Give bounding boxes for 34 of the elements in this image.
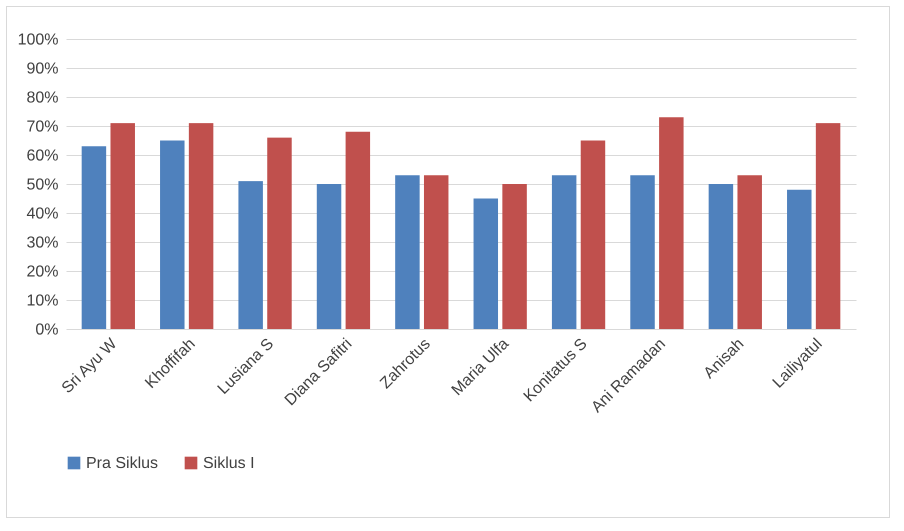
- bar: [346, 132, 370, 329]
- legend-label: Siklus I: [203, 455, 255, 472]
- bar: [82, 146, 106, 329]
- bar: [160, 140, 185, 329]
- y-tick-label: 50%: [26, 176, 58, 194]
- y-tick-label: 20%: [26, 264, 58, 280]
- y-tick-label: 80%: [26, 90, 58, 106]
- bar: [787, 190, 812, 329]
- bar: [816, 123, 840, 329]
- bar: [267, 138, 292, 329]
- bar: [708, 184, 734, 329]
- bar: [552, 175, 576, 329]
- y-tick-label: 90%: [26, 60, 58, 78]
- y-tick-label: 30%: [26, 234, 58, 252]
- bar: [238, 181, 263, 329]
- bar: [580, 140, 606, 329]
- bar: [474, 198, 498, 329]
- bar: [737, 175, 762, 329]
- bar: [502, 184, 527, 329]
- y-tick-label: 100%: [18, 32, 58, 48]
- y-tick-label: 70%: [26, 118, 58, 136]
- bar: [395, 175, 420, 329]
- bar: [424, 175, 448, 329]
- y-tick-label: 10%: [26, 292, 58, 310]
- bar: [316, 184, 342, 329]
- bar: [659, 117, 684, 329]
- y-tick-label: 0%: [35, 322, 58, 338]
- x-tick-label: Sri Ayu W: [58, 334, 121, 397]
- legend-label: Pra Siklus: [86, 455, 158, 472]
- y-tick-label: 60%: [26, 148, 58, 164]
- y-tick-label: 40%: [26, 206, 58, 222]
- bar: [110, 123, 135, 329]
- bar: [630, 175, 655, 329]
- bar: [188, 123, 214, 329]
